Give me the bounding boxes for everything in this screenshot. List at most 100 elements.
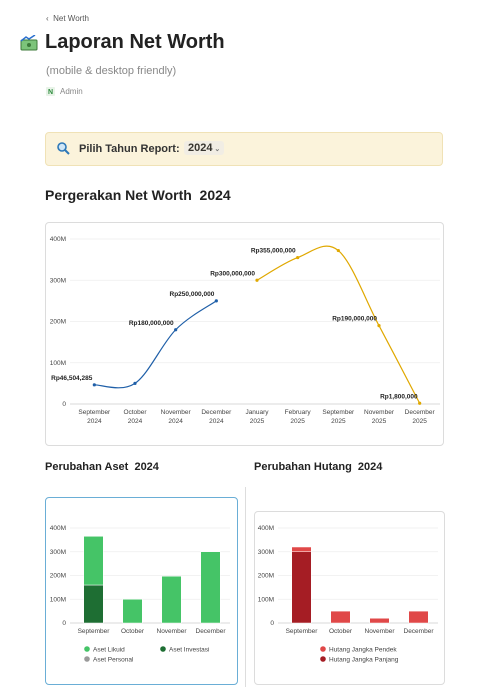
data-label: Rp300,000,000 <box>210 270 255 277</box>
x-tick-line: 2025 <box>250 418 265 425</box>
x-tick-label: September <box>286 628 319 635</box>
x-tick-line: January <box>245 409 269 416</box>
search-icon <box>57 142 70 155</box>
bar-segment <box>122 599 143 624</box>
x-tick-line: November <box>364 409 395 416</box>
y-tick-label: 400M <box>50 525 66 532</box>
y-tick-label: 0 <box>62 620 66 627</box>
chart-frame <box>254 511 445 685</box>
point <box>92 383 96 387</box>
column-divider <box>245 487 246 687</box>
bar-segment <box>330 610 351 624</box>
svg-text:N: N <box>48 89 53 96</box>
data-label: Rp180,000,000 <box>129 320 174 327</box>
legend-swatch <box>84 646 90 652</box>
bar-segment <box>200 551 221 624</box>
callout <box>45 132 443 166</box>
data-label: Rp355,000,000 <box>251 248 296 255</box>
page-title: Laporan Net Worth <box>45 31 225 53</box>
legend-label: Aset Personal <box>93 656 134 663</box>
bar-segment <box>291 551 312 624</box>
point <box>174 328 178 332</box>
year-select[interactable]: 2024 ⌄ <box>184 141 225 155</box>
x-tick-line: February <box>285 409 312 416</box>
breadcrumb[interactable]: ‹ Net Worth <box>46 14 89 23</box>
x-tick-line: 2024 <box>168 418 183 425</box>
y-tick-label: 200M <box>50 319 66 326</box>
y-tick-label: 300M <box>50 277 66 284</box>
x-tick-line: 2025 <box>290 418 305 425</box>
y-tick-label: 100M <box>258 596 274 603</box>
legend-label: Aset Likuid <box>93 646 125 653</box>
y-tick-label: 0 <box>270 620 274 627</box>
x-tick-label: December <box>196 628 227 635</box>
legend-swatch <box>84 656 90 662</box>
page-icon <box>20 35 38 51</box>
legend-label: Hutang Jangka Panjang <box>329 656 399 663</box>
x-tick-line: December <box>405 409 436 416</box>
x-tick-label: January 2025 <box>245 409 269 425</box>
line <box>94 300 217 389</box>
x-tick-line: November <box>161 409 192 416</box>
point <box>296 255 300 260</box>
x-tick-label: December 2024 <box>201 409 232 425</box>
point <box>133 381 137 385</box>
x-tick-label: November 2025 <box>364 409 395 425</box>
legend-label: Hutang Jangka Pendek <box>329 646 397 653</box>
x-tick-label: September <box>78 628 111 635</box>
data-label: Rp46,504,285 <box>51 375 93 382</box>
x-tick-line: September <box>78 409 111 416</box>
x-tick-label: September 2024 <box>78 409 111 425</box>
y-tick-label: 300M <box>50 549 66 556</box>
bar-segment <box>369 618 390 624</box>
bar-segment <box>291 546 312 552</box>
author[interactable]: Admin <box>60 87 83 96</box>
y-tick-label: 100M <box>50 360 66 367</box>
x-tick-label: September 2025 <box>322 409 355 425</box>
chart-title: Perubahan Aset 2024 <box>45 461 159 473</box>
y-tick-label: 100M <box>50 596 66 603</box>
author-icon: N <box>46 87 55 96</box>
legend-swatch <box>160 646 166 652</box>
point <box>418 401 422 405</box>
y-tick-label: 200M <box>258 573 274 580</box>
chart-frame[interactable] <box>45 497 238 685</box>
callout-label: Pilih Tahun Report: <box>79 143 180 155</box>
x-tick-label: October <box>121 628 145 635</box>
x-tick-label: November <box>157 628 188 635</box>
x-tick-label: December 2025 <box>405 409 436 425</box>
x-tick-line: 2025 <box>372 418 387 425</box>
point <box>214 299 218 303</box>
x-tick-line: October <box>123 409 147 416</box>
bar-segment <box>408 610 429 624</box>
x-tick-label: February 2025 <box>285 409 312 425</box>
x-tick-label: November 2024 <box>161 409 192 425</box>
data-label: Rp190,000,000 <box>332 316 377 323</box>
subtitle: (mobile & desktop friendly) <box>46 65 177 77</box>
bar-segment <box>83 584 104 624</box>
chevron: ‹ <box>46 14 54 23</box>
x-tick-line: September <box>322 409 355 416</box>
x-tick-label: November <box>365 628 396 635</box>
x-tick-line: 2024 <box>87 418 102 425</box>
point <box>255 278 259 282</box>
legend-swatch <box>320 646 326 652</box>
x-tick-line: 2025 <box>331 418 346 425</box>
legend-label: Aset Investasi <box>169 646 209 653</box>
x-tick-line: 2025 <box>412 418 427 425</box>
chart-title: Perubahan Hutang 2024 <box>254 461 383 473</box>
year-value: 2024 <box>188 142 213 154</box>
y-tick-label: 0 <box>62 401 66 408</box>
bar-segment <box>83 536 104 586</box>
y-tick-label: 400M <box>258 525 274 532</box>
breadcrumb-link[interactable]: Net Worth <box>53 14 89 23</box>
x-tick-line: December <box>201 409 232 416</box>
y-tick-label: 300M <box>258 549 274 556</box>
x-tick-line: 2024 <box>209 418 224 425</box>
y-tick-label: 200M <box>50 573 66 580</box>
point <box>377 324 381 328</box>
x-tick-label: December <box>404 628 435 635</box>
legend-swatch <box>320 656 326 662</box>
